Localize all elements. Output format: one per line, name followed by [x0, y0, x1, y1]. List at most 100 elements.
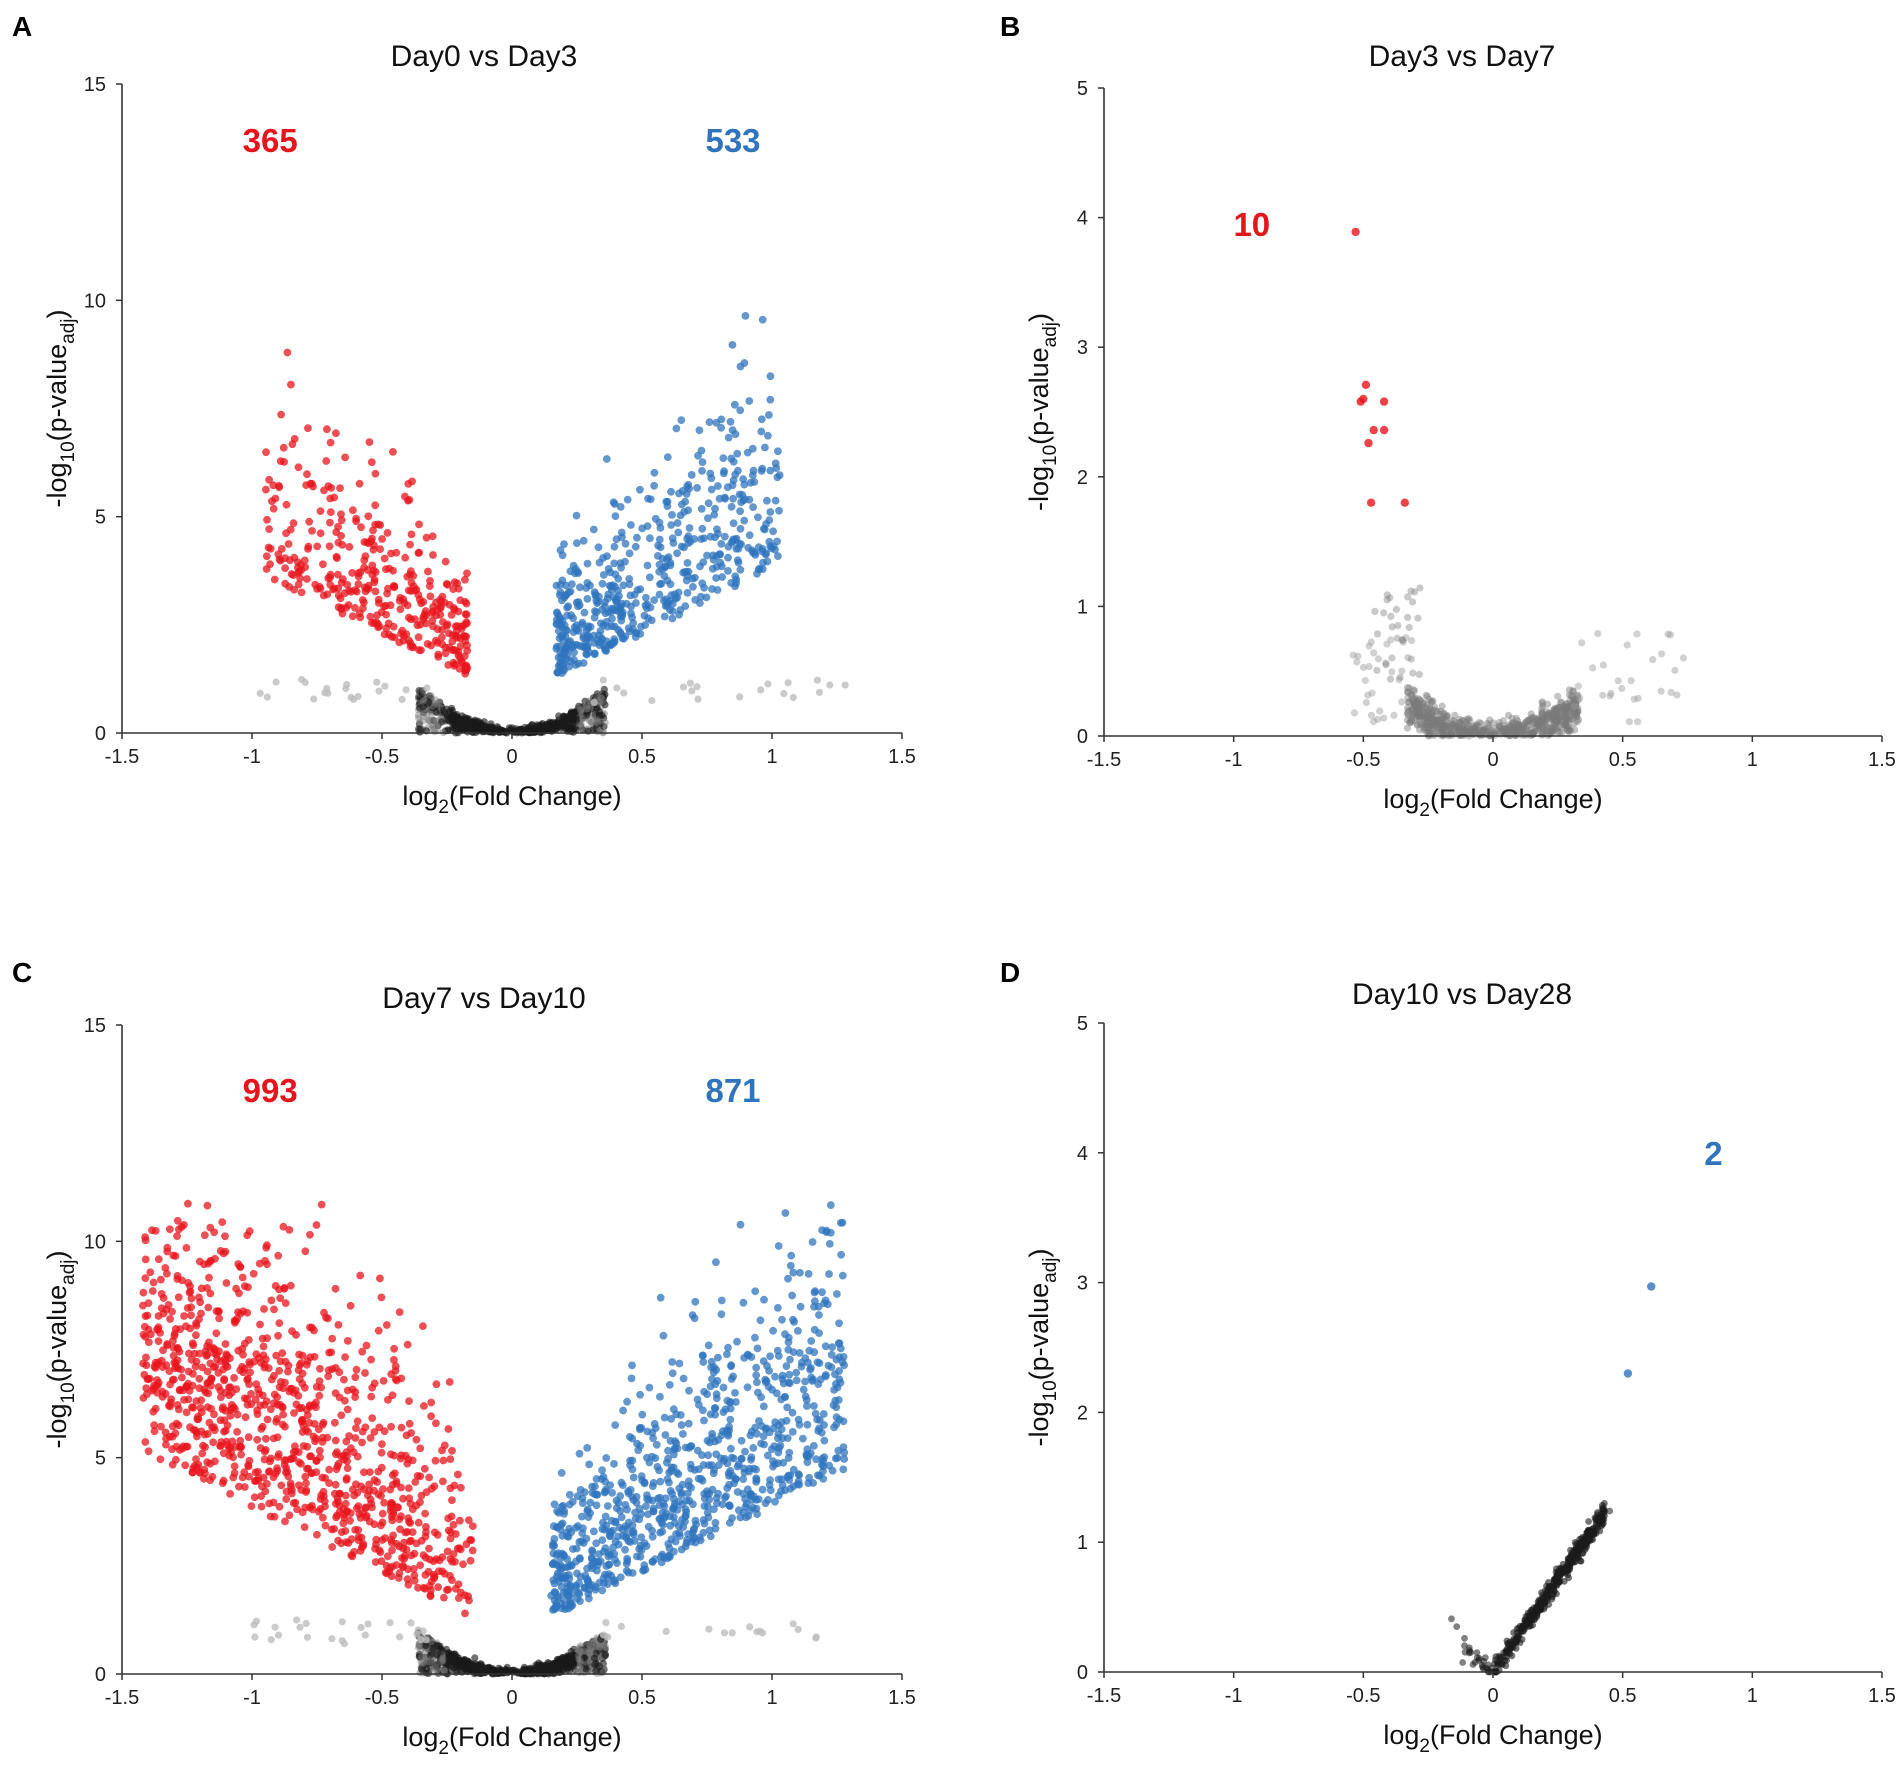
data-point: [1447, 729, 1455, 737]
data-point: [1412, 697, 1421, 705]
data-point: [761, 443, 769, 452]
data-point: [1421, 703, 1429, 711]
data-point: [560, 540, 568, 548]
data-point: [306, 1452, 314, 1461]
data-point: [367, 458, 376, 467]
data-point: [619, 581, 628, 590]
data-point: [145, 1374, 154, 1383]
data-point: [572, 726, 580, 734]
panel-letter: C: [12, 957, 32, 988]
data-point: [1434, 720, 1442, 728]
data-point: [326, 508, 335, 516]
data-point: [140, 1322, 149, 1331]
data-point: [244, 1433, 253, 1442]
data-point: [1422, 714, 1430, 722]
data-point: [390, 1469, 399, 1478]
data-point: [1524, 716, 1532, 725]
data-point: [1562, 706, 1570, 714]
data-point: [1561, 724, 1569, 732]
data-point: [403, 1575, 412, 1584]
data-point: [444, 1514, 453, 1523]
data-point: [682, 1496, 691, 1505]
data-point: [390, 582, 399, 591]
data-point: [832, 1380, 840, 1388]
data-point: [1553, 715, 1561, 723]
data-point: [219, 1449, 228, 1458]
data-point: [593, 718, 602, 726]
data-point: [1495, 722, 1503, 730]
data-point: [1565, 726, 1573, 734]
data-point: [1423, 728, 1431, 736]
data-point: [729, 494, 737, 503]
data-point: [1557, 717, 1565, 725]
data-point: [1373, 630, 1382, 638]
data-points: [139, 1199, 849, 1678]
data-point: [385, 564, 394, 573]
data-point: [316, 529, 325, 538]
data-point: [549, 1549, 558, 1558]
data-point: [266, 560, 274, 569]
data-point: [1520, 731, 1528, 739]
data-point: [765, 516, 774, 524]
data-point: [1453, 729, 1461, 737]
data-point: [404, 1565, 412, 1574]
data-point: [1405, 718, 1414, 727]
data-point: [1407, 655, 1415, 663]
data-point: [348, 1552, 357, 1561]
data-point: [740, 359, 749, 367]
data-point: [444, 716, 452, 724]
data-point: [1529, 719, 1537, 728]
data-point: [356, 1271, 365, 1280]
data-point: [1425, 695, 1433, 704]
data-point: [179, 1442, 188, 1451]
data-point: [1420, 724, 1428, 732]
data-point: [171, 1359, 180, 1368]
data-point: [141, 1312, 150, 1320]
data-point: [1388, 654, 1396, 662]
data-point: [409, 643, 418, 652]
data-point: [1362, 698, 1370, 707]
data-point: [1440, 724, 1448, 732]
data-point: [1567, 700, 1575, 709]
data-point: [1545, 712, 1553, 721]
data-point: [1558, 717, 1567, 726]
data-point: [603, 622, 612, 631]
data-point: [1403, 716, 1411, 724]
data-point: [233, 1314, 242, 1323]
data-point: [1563, 716, 1572, 724]
data-point: [773, 473, 782, 482]
data-point: [1369, 425, 1378, 435]
data-point: [1571, 697, 1580, 706]
data-points: [1349, 227, 1688, 740]
data-point: [1403, 684, 1412, 692]
data-point: [431, 1456, 440, 1465]
data-point: [631, 542, 640, 551]
data-point: [418, 690, 426, 698]
data-point: [273, 1433, 282, 1442]
data-point: [1458, 724, 1466, 732]
data-point: [341, 1353, 349, 1361]
data-point: [1551, 722, 1559, 730]
data-point: [1405, 623, 1413, 632]
data-point: [729, 519, 738, 528]
data-point: [593, 704, 601, 712]
data-point: [533, 721, 541, 729]
data-point: [235, 1289, 243, 1298]
data-point: [695, 426, 704, 435]
data-point: [1551, 718, 1559, 726]
data-point: [380, 1498, 388, 1507]
data-point: [368, 1414, 377, 1422]
data-point: [758, 464, 767, 473]
data-point: [392, 548, 401, 557]
data-point: [561, 713, 569, 721]
data-point: [602, 1454, 611, 1462]
data-point: [1420, 714, 1428, 723]
data-point: [1550, 706, 1559, 714]
data-point: [309, 1401, 318, 1409]
data-point: [710, 1363, 718, 1372]
data-point: [1666, 631, 1675, 639]
data-point: [1441, 726, 1449, 734]
data-point: [728, 426, 737, 435]
data-point: [1569, 709, 1577, 717]
data-point: [1618, 684, 1626, 693]
